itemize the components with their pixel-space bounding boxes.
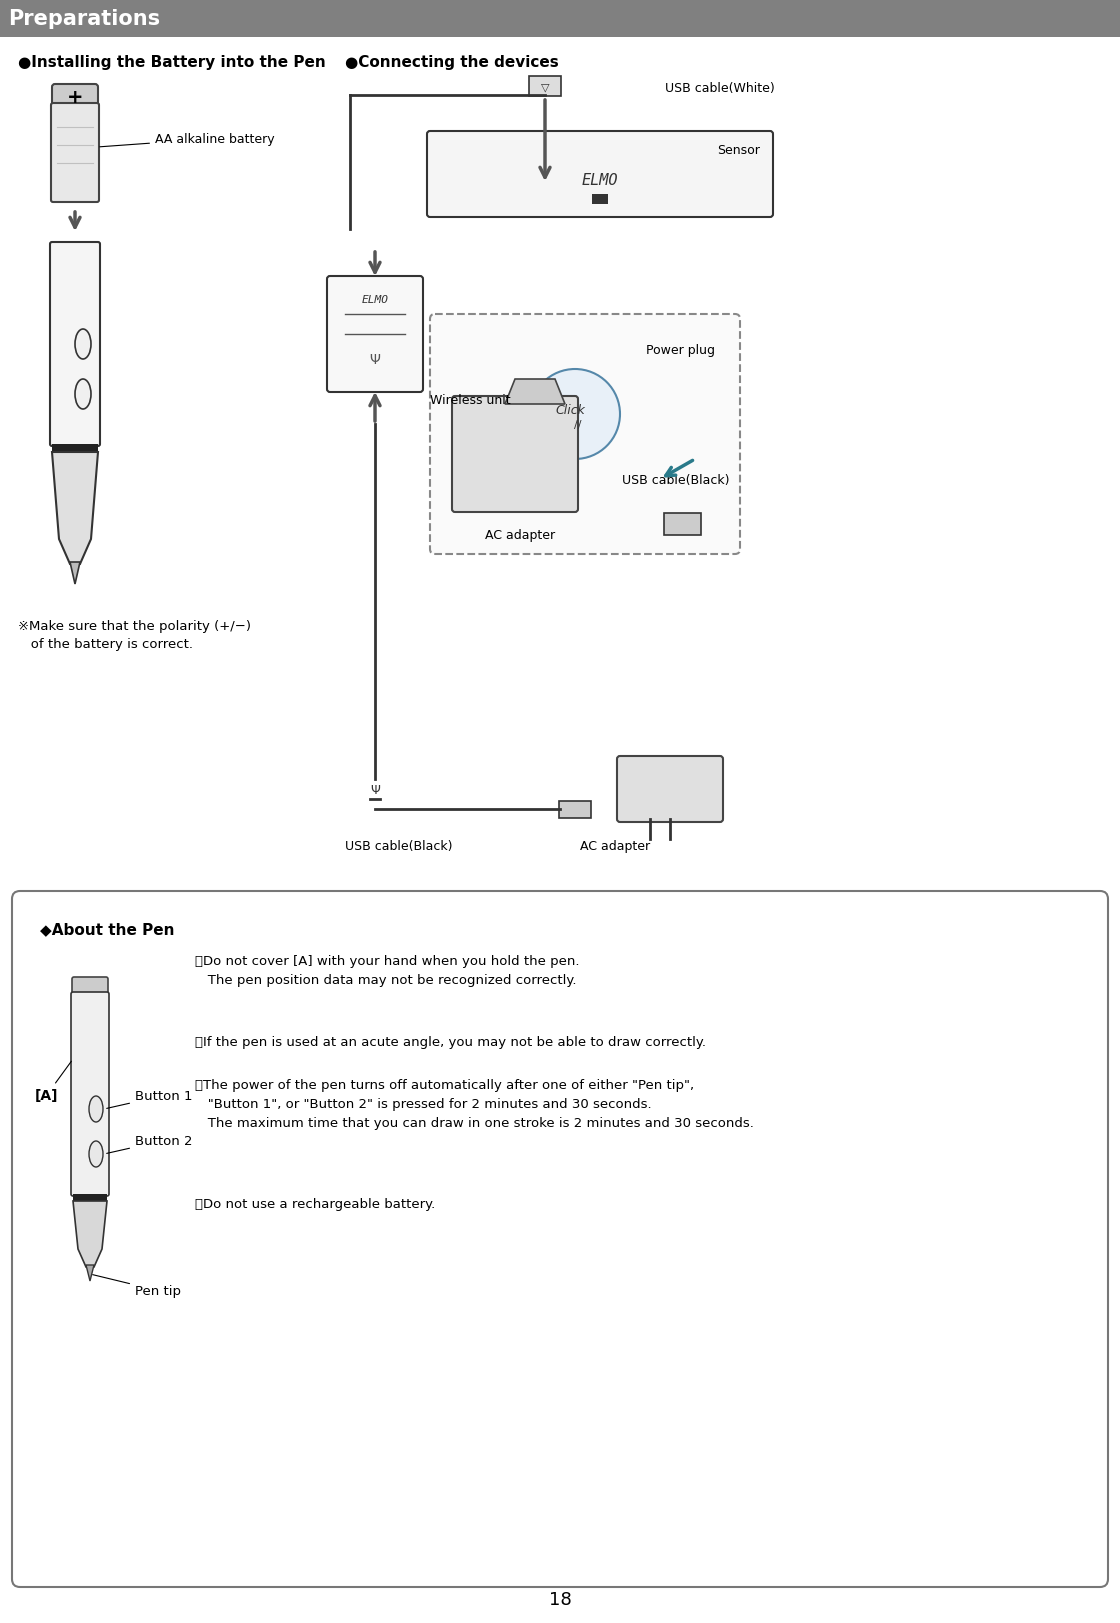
Text: ELMO: ELMO: [362, 295, 389, 305]
Ellipse shape: [88, 1096, 103, 1123]
Text: AA alkaline battery: AA alkaline battery: [100, 133, 274, 148]
Polygon shape: [71, 563, 80, 584]
Text: [A]: [A]: [35, 1061, 72, 1102]
FancyBboxPatch shape: [427, 131, 773, 217]
Text: ●Installing the Battery into the Pen: ●Installing the Battery into the Pen: [18, 55, 326, 70]
FancyBboxPatch shape: [327, 278, 423, 393]
Text: ※Make sure that the polarity (+/−)
   of the battery is correct.: ※Make sure that the polarity (+/−) of th…: [18, 620, 251, 651]
Ellipse shape: [75, 329, 91, 360]
FancyBboxPatch shape: [452, 396, 578, 513]
Polygon shape: [86, 1266, 94, 1281]
Text: ・The power of the pen turns off automatically after one of either "Pen tip",
   : ・The power of the pen turns off automati…: [195, 1078, 754, 1130]
Text: AC adapter: AC adapter: [485, 527, 556, 540]
FancyBboxPatch shape: [664, 514, 701, 536]
Text: ●Connecting the devices: ●Connecting the devices: [345, 55, 559, 70]
Text: Power plug: Power plug: [646, 344, 715, 357]
Text: Sensor: Sensor: [717, 143, 760, 156]
FancyBboxPatch shape: [430, 315, 740, 555]
FancyBboxPatch shape: [559, 802, 591, 818]
Text: //: //: [575, 420, 581, 430]
Text: ▽: ▽: [541, 81, 549, 93]
FancyBboxPatch shape: [52, 445, 99, 453]
Polygon shape: [52, 453, 99, 565]
Circle shape: [530, 370, 620, 459]
Text: Ψ: Ψ: [370, 782, 380, 795]
Bar: [592, 195, 608, 204]
FancyBboxPatch shape: [529, 76, 561, 97]
Text: Button 1: Button 1: [106, 1089, 193, 1109]
Text: Wireless unit: Wireless unit: [430, 393, 511, 406]
Text: ・Do not use a rechargeable battery.: ・Do not use a rechargeable battery.: [195, 1198, 436, 1211]
Ellipse shape: [75, 380, 91, 409]
Text: AC adapter: AC adapter: [580, 839, 650, 852]
Text: USB cable(Black): USB cable(Black): [623, 474, 730, 487]
FancyBboxPatch shape: [72, 977, 108, 997]
Text: ・Do not cover [A] with your hand when you hold the pen.
   The pen position data: ・Do not cover [A] with your hand when yo…: [195, 954, 579, 987]
Text: Button 2: Button 2: [106, 1134, 193, 1154]
FancyBboxPatch shape: [50, 243, 100, 446]
Polygon shape: [505, 380, 564, 404]
Bar: [73, 1195, 108, 1201]
Text: Preparations: Preparations: [8, 10, 160, 29]
FancyBboxPatch shape: [12, 891, 1108, 1587]
FancyBboxPatch shape: [71, 992, 109, 1196]
FancyBboxPatch shape: [617, 756, 724, 823]
Text: 18: 18: [549, 1591, 571, 1608]
Text: USB cable(Black): USB cable(Black): [345, 839, 452, 852]
FancyBboxPatch shape: [52, 84, 99, 109]
FancyBboxPatch shape: [52, 104, 99, 203]
Text: ELMO: ELMO: [581, 172, 618, 187]
Ellipse shape: [88, 1141, 103, 1167]
Text: Ψ: Ψ: [370, 352, 381, 367]
Text: +: +: [67, 88, 83, 107]
Polygon shape: [73, 1201, 108, 1268]
Text: ◆About the Pen: ◆About the Pen: [40, 922, 175, 936]
Text: ・If the pen is used at an acute angle, you may not be able to draw correctly.: ・If the pen is used at an acute angle, y…: [195, 1035, 706, 1048]
Text: Click: Click: [556, 403, 585, 415]
Text: Pen tip: Pen tip: [93, 1276, 181, 1297]
FancyBboxPatch shape: [0, 0, 1120, 37]
Text: USB cable(White): USB cable(White): [665, 81, 775, 94]
